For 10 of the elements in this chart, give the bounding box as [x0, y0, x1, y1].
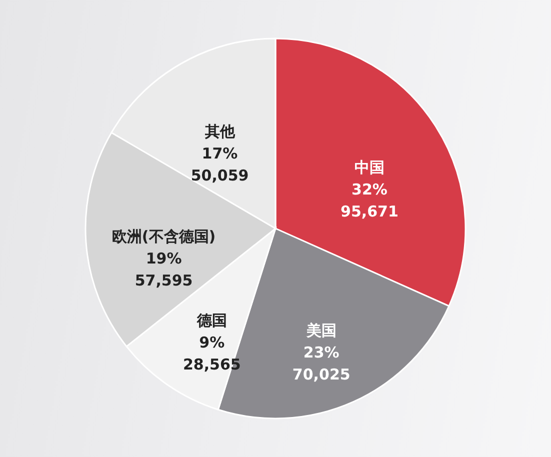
data-label: 17% 50,059	[190, 144, 249, 184]
slice-label: 德国	[196, 312, 227, 330]
slice-label: 欧洲(不含德国)	[112, 227, 216, 246]
data-label: 23% 70,025	[292, 344, 350, 384]
data-label: 9% 28,565	[182, 334, 241, 374]
slice-label: 美国	[305, 322, 336, 340]
data-label: 19% 57,595	[134, 249, 193, 290]
slice-label: 其他	[204, 122, 236, 140]
slice-label: 中国	[354, 158, 384, 177]
data-label: 32% 95,671	[340, 180, 398, 221]
